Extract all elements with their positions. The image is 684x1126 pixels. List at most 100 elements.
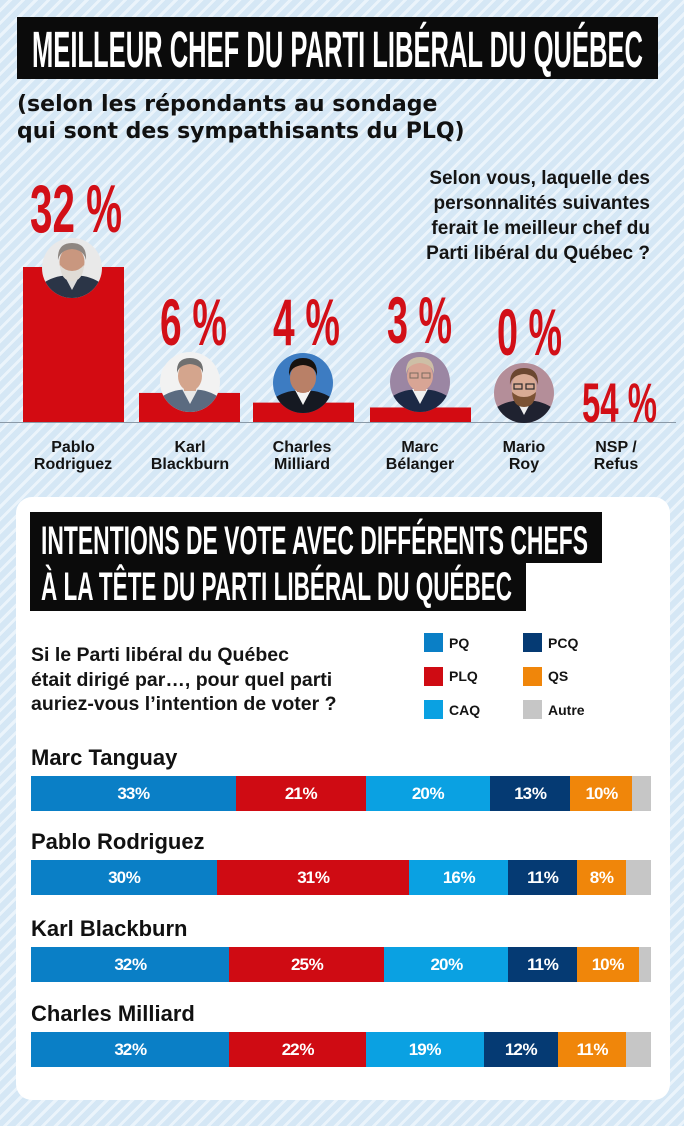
stacked-bar: 33 % 21 % 20 % 13 % 10 % xyxy=(31,776,651,811)
best-leader-bar-chart: 32 % 6 % 4 % 3 % 0 % 54 % Pablo Rodrigue… xyxy=(0,171,676,473)
value-label: 54 % xyxy=(582,371,657,434)
segment-label: 11 % xyxy=(527,867,559,887)
vote-row: Charles Milliard 32 % 22 % 19 % 12 % 11 % xyxy=(31,1003,651,1067)
segment-pcq: 11 % xyxy=(508,860,577,895)
subtitle-line: (selon les répondants au sondage xyxy=(17,92,438,117)
question-line: Si le Parti libéral du Québec xyxy=(31,644,289,666)
legend-item-qs: QS xyxy=(523,666,622,686)
category-label: Blackburn xyxy=(151,456,229,473)
bar-marc-belanger xyxy=(370,407,471,422)
legend-swatch xyxy=(424,666,443,686)
segment-label: 20 % xyxy=(430,954,464,974)
question-line: Parti libéral du Québec ? xyxy=(426,243,650,264)
segment-autre xyxy=(626,860,651,895)
leader-name: Charles Milliard xyxy=(31,1001,195,1026)
category-label: Bélanger xyxy=(386,456,454,473)
question-line: Selon vous, laquelle des xyxy=(429,168,650,189)
legend-swatch xyxy=(523,700,542,719)
leader-name: Karl Blackburn xyxy=(31,916,188,941)
segment-pq: 33 % xyxy=(31,776,236,811)
segment-label: 31 % xyxy=(297,867,330,887)
legend-item-caq: CAQ xyxy=(424,700,523,719)
segment-caq: 20 % xyxy=(365,776,490,811)
segment-qs: 8 % xyxy=(576,860,627,895)
section2-title-box-line2: À LA TÊTE DU PARTI LIBÉRAL DU QUÉBEC xyxy=(30,562,526,611)
segment-pq: 32 % xyxy=(31,947,230,982)
question-line: personnalités suivantes xyxy=(433,193,650,214)
category-label: Refus xyxy=(594,456,639,473)
value-label: 4 % xyxy=(273,285,340,359)
legend-label: CAQ xyxy=(449,701,481,718)
section2-title-svg: À LA TÊTE DU PARTI LIBÉRAL DU QUÉBEC xyxy=(41,563,512,609)
segment-pq: 32 % xyxy=(31,1032,230,1067)
question-line: ferait le meilleur chef du xyxy=(431,218,650,239)
value-label: 6 % xyxy=(160,285,227,359)
segment-label: 32 % xyxy=(114,954,147,974)
photo-charles-milliard xyxy=(273,353,333,413)
photo-mario-roy xyxy=(494,363,554,423)
leader-name: Pablo Rodriguez xyxy=(31,829,205,854)
segment-plq: 31 % xyxy=(217,860,410,895)
section1-title: MEILLEUR CHEF DU PARTI LIBÉRAL DU QUÉBEC xyxy=(32,21,643,78)
category-label: NSP / xyxy=(595,439,637,456)
legend-swatch xyxy=(523,666,542,686)
legend-label: QS xyxy=(548,668,569,684)
vote-row: Karl Blackburn 32 % 25 % 20 % 11 % 10 % xyxy=(31,918,651,982)
segment-pcq: 11 % xyxy=(508,947,577,982)
segment-label: 20 % xyxy=(411,783,445,803)
segment-qs: 10 % xyxy=(576,947,639,982)
section2-title-line: À LA TÊTE DU PARTI LIBÉRAL DU QUÉBEC xyxy=(41,563,512,609)
legend-swatch xyxy=(523,633,542,652)
subtitle-line: qui sont des sympathisants du PLQ) xyxy=(17,119,465,144)
segment-plq: 21 % xyxy=(235,776,366,811)
segment-qs: 10 % xyxy=(570,776,633,811)
category-label: Mario xyxy=(503,439,546,456)
segment-label: 11 % xyxy=(527,954,559,974)
segment-caq: 16 % xyxy=(409,860,509,895)
segment-label: 12 % xyxy=(504,1039,538,1059)
legend-swatch xyxy=(424,700,443,719)
category-label: Roy xyxy=(509,456,539,473)
legend-label: PCQ xyxy=(548,634,579,651)
segment-label: 21 % xyxy=(284,783,318,803)
leader-name: Marc Tanguay xyxy=(31,745,178,770)
legend-item-pq: PQ xyxy=(424,633,523,652)
segment-plq: 22 % xyxy=(229,1032,366,1067)
section2-title-svg: INTENTIONS DE VOTE AVEC DIFFÉRENTS CHEFS xyxy=(41,518,588,563)
section1-title-box: MEILLEUR CHEF DU PARTI LIBÉRAL DU QUÉBEC xyxy=(17,17,658,79)
category-label: Milliard xyxy=(274,456,330,473)
legend-item-pcq: PCQ xyxy=(523,633,622,652)
category-label: Marc xyxy=(401,439,438,456)
category-label: Pablo xyxy=(51,439,95,456)
segment-label: 10 % xyxy=(585,783,619,803)
segment-pcq: 13 % xyxy=(489,776,571,811)
section2-question: Si le Parti libéral du Québec était diri… xyxy=(31,643,337,717)
legend-item-plq: PLQ xyxy=(424,666,523,686)
segment-label: 33 % xyxy=(117,783,150,803)
category-label: Karl xyxy=(174,439,205,456)
category-label: Charles xyxy=(273,439,332,456)
segment-autre xyxy=(632,776,651,811)
section2-title-box-line1: INTENTIONS DE VOTE AVEC DIFFÉRENTS CHEFS xyxy=(30,512,602,563)
segment-caq: 19 % xyxy=(365,1032,484,1067)
question-line: auriez-vous l’intention de voter ? xyxy=(31,693,337,715)
photo-karl-blackburn xyxy=(160,352,220,412)
segment-pcq: 12 % xyxy=(483,1032,558,1067)
segment-label: 8 % xyxy=(589,867,614,887)
legend-item-autre: Autre xyxy=(523,700,622,719)
stacked-bar: 32 % 25 % 20 % 11 % 10 % xyxy=(31,947,651,982)
value-label: 0 % xyxy=(497,295,562,369)
value-label: 3 % xyxy=(387,283,452,357)
question-line: était dirigé par…, pour quel parti xyxy=(31,668,333,691)
segment-label: 10 % xyxy=(591,954,625,974)
segment-autre xyxy=(626,1032,651,1067)
photo-marc-belanger xyxy=(390,352,450,412)
section1-subtitle: (selon les répondants au sondage qui son… xyxy=(17,91,465,145)
segment-label: 11 % xyxy=(576,1039,609,1059)
segment-pq: 30 % xyxy=(31,860,217,895)
legend-label: PLQ xyxy=(449,668,478,684)
segment-label: 32 % xyxy=(114,1039,147,1059)
section1-question: Selon vous, laquelle des personnalités s… xyxy=(426,166,650,266)
segment-label: 19 % xyxy=(408,1039,442,1059)
section1-title-svg: MEILLEUR CHEF DU PARTI LIBÉRAL DU QUÉBEC xyxy=(32,21,643,78)
